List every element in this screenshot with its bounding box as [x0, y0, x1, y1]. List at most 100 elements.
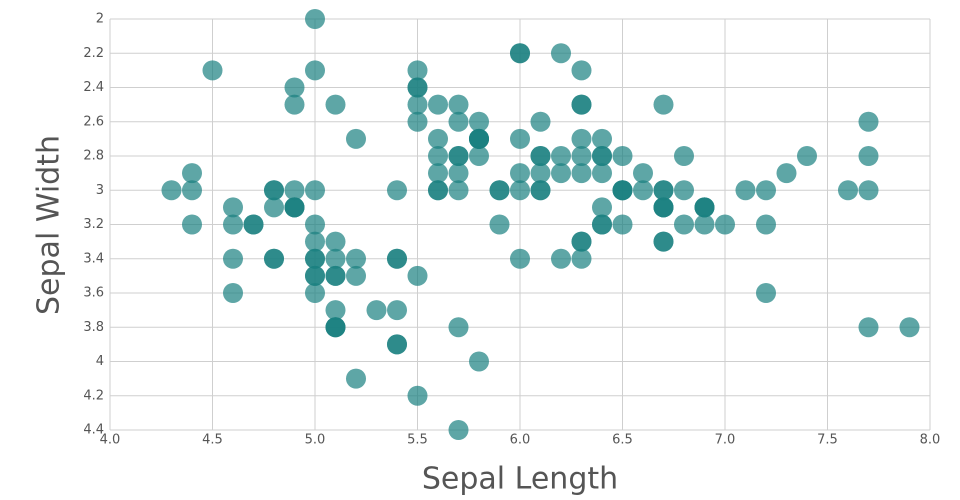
point	[325, 300, 346, 321]
point	[346, 368, 366, 389]
x-tick-label: 6.0	[510, 433, 531, 448]
point	[858, 317, 879, 338]
point	[592, 214, 612, 235]
point	[428, 128, 448, 149]
point	[551, 248, 571, 269]
point	[551, 163, 571, 184]
point	[346, 265, 366, 286]
point	[653, 197, 674, 218]
x-axis-title: Sepal Length	[422, 462, 618, 497]
y-tick-label: 4.4	[83, 423, 104, 438]
point	[510, 180, 530, 201]
point	[264, 197, 284, 218]
point	[243, 214, 264, 235]
point	[428, 94, 448, 115]
point	[735, 180, 756, 201]
point	[571, 60, 592, 81]
point	[756, 283, 776, 303]
point	[530, 180, 551, 201]
point	[674, 214, 694, 235]
point	[223, 248, 243, 269]
point	[612, 146, 633, 166]
y-tick-label: 3.6	[83, 286, 104, 301]
point	[325, 94, 346, 115]
point	[756, 214, 776, 235]
point	[469, 111, 489, 132]
point	[592, 163, 612, 184]
point	[284, 180, 305, 201]
point	[571, 94, 592, 115]
point	[530, 111, 551, 132]
point	[448, 94, 469, 115]
x-tick-label: 4.5	[202, 433, 223, 448]
point	[387, 180, 407, 201]
point	[797, 146, 817, 166]
point	[202, 60, 223, 81]
point	[264, 180, 284, 201]
x-tick-label: 4.0	[100, 433, 121, 448]
y-tick-label: 2.4	[83, 80, 104, 95]
y-tick-label: 2.2	[83, 46, 104, 61]
point	[325, 265, 346, 286]
point	[407, 60, 428, 81]
point	[448, 317, 469, 338]
point	[674, 180, 694, 201]
y-tick-label: 3	[96, 183, 104, 198]
point	[694, 197, 715, 218]
y-tick-label: 2.8	[83, 149, 104, 164]
point	[305, 214, 325, 235]
point	[674, 146, 694, 166]
point	[161, 180, 182, 201]
point	[756, 180, 776, 201]
point	[838, 180, 858, 201]
y-tick-label: 3.2	[83, 217, 104, 232]
point	[612, 214, 633, 235]
point	[653, 231, 674, 252]
y-tick-label: 3.8	[83, 320, 104, 335]
point	[305, 283, 325, 303]
point	[387, 300, 407, 321]
point	[633, 163, 653, 184]
point	[305, 231, 325, 252]
point	[264, 248, 284, 269]
point	[571, 163, 592, 184]
point	[305, 248, 325, 269]
y-tick-label: 4.2	[83, 388, 104, 403]
point	[899, 317, 920, 338]
point	[182, 163, 202, 184]
point	[592, 146, 612, 166]
point	[571, 248, 592, 269]
point	[653, 94, 674, 115]
point	[551, 146, 571, 166]
point	[223, 197, 243, 218]
x-tick-label: 6.5	[612, 433, 633, 448]
point	[715, 214, 735, 235]
point	[592, 197, 612, 218]
point	[592, 128, 612, 149]
point	[325, 231, 346, 252]
point	[448, 420, 469, 440]
x-tick-label: 5.0	[305, 433, 326, 448]
point	[530, 163, 551, 184]
point	[571, 231, 592, 252]
point	[489, 214, 510, 235]
point	[407, 111, 428, 132]
point	[366, 300, 387, 321]
point	[387, 248, 407, 269]
point	[448, 146, 469, 166]
point	[858, 146, 879, 166]
point	[325, 317, 346, 338]
point	[284, 197, 305, 218]
point	[489, 180, 510, 201]
point	[428, 163, 448, 184]
point	[407, 265, 428, 286]
point	[510, 43, 530, 64]
point	[653, 180, 674, 201]
point	[284, 94, 305, 115]
x-tick-label: 5.5	[407, 433, 428, 448]
point	[407, 94, 428, 115]
point	[284, 77, 305, 98]
point	[694, 214, 715, 235]
